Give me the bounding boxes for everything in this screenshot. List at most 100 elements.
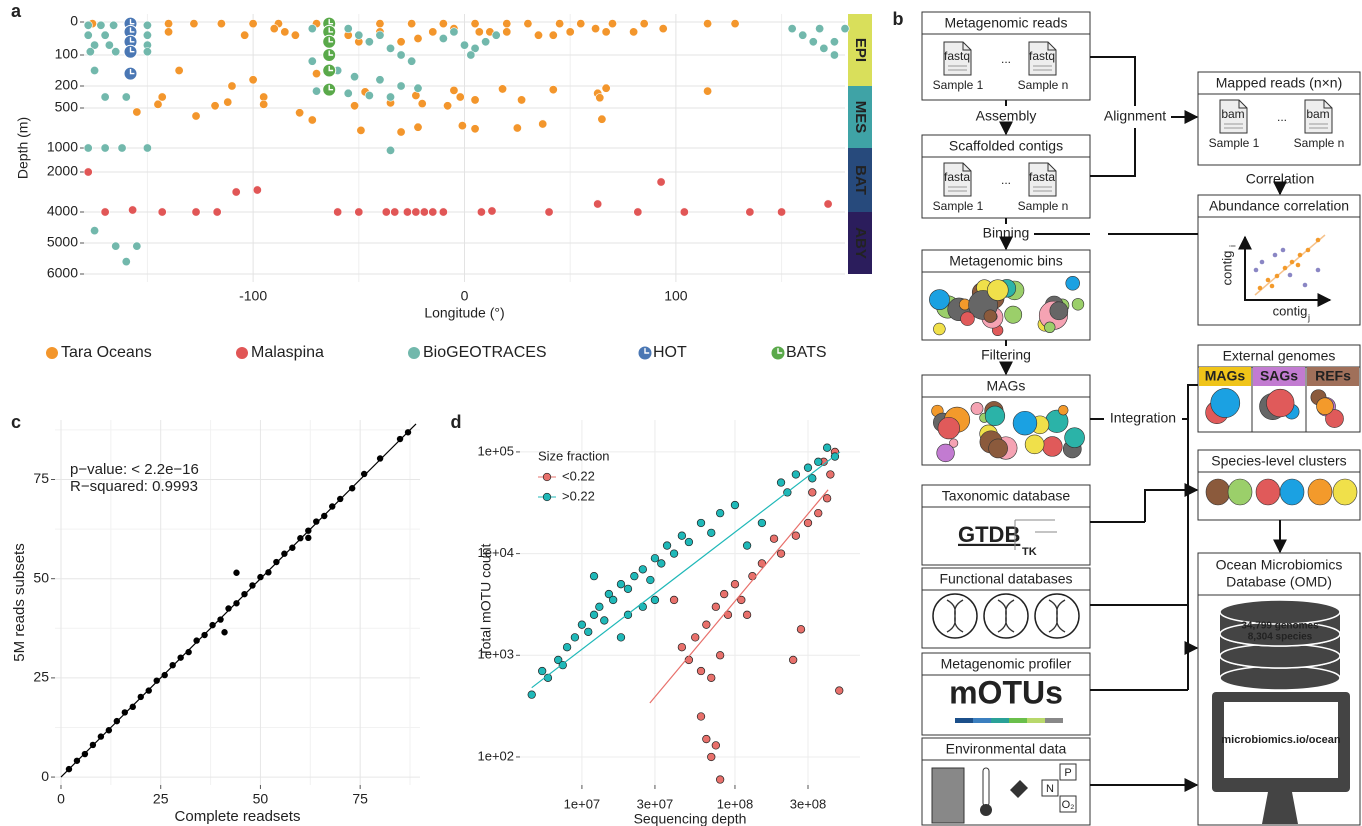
point — [691, 633, 700, 642]
omd-stat: 8,304 species — [1248, 632, 1313, 643]
point — [823, 199, 833, 209]
point — [257, 573, 264, 581]
point — [121, 92, 131, 102]
genome-bubble — [1325, 409, 1344, 428]
box-title: Ocean Microbiomics — [1216, 557, 1343, 573]
mini-point — [1305, 247, 1311, 253]
group-label: REFs — [1315, 368, 1351, 384]
x-tick-label: 0 — [57, 791, 65, 807]
point — [312, 69, 322, 79]
point — [715, 508, 725, 518]
file-type: fastq — [944, 49, 970, 63]
point — [438, 207, 448, 217]
monitor-screen — [1224, 702, 1338, 778]
sample-label: Sample 1 — [1209, 136, 1260, 150]
y-tick-label: 5000 — [47, 234, 78, 250]
point — [248, 75, 258, 85]
box-title: Functional databases — [939, 571, 1072, 587]
point — [83, 167, 93, 177]
genome-bubble — [1064, 427, 1085, 448]
point — [730, 19, 740, 29]
point — [787, 24, 797, 34]
sample-label: Sample n — [1018, 78, 1069, 92]
point — [241, 590, 248, 598]
edge-label: Filtering — [981, 347, 1031, 363]
point — [459, 40, 469, 50]
zone-label: ABY — [852, 227, 869, 259]
file-lines — [948, 65, 967, 71]
point — [554, 655, 563, 665]
point — [145, 687, 152, 694]
x-tick-label: 25 — [153, 791, 169, 807]
point — [769, 534, 779, 543]
point — [289, 544, 296, 551]
element-label: N — [1046, 783, 1054, 795]
annotation: R−squared: 0.9993 — [70, 478, 198, 495]
point — [132, 241, 142, 251]
fit-line — [649, 489, 829, 704]
point — [142, 143, 152, 153]
y-tick-label: 1e+02 — [477, 748, 514, 763]
mini-point — [1302, 282, 1308, 288]
point — [321, 512, 328, 520]
point — [662, 541, 672, 550]
connector — [1187, 384, 1198, 690]
genome-bubble — [1024, 434, 1045, 455]
point — [577, 620, 587, 629]
point — [730, 580, 740, 589]
point — [343, 24, 353, 34]
point — [601, 27, 611, 37]
point — [679, 207, 689, 217]
x-tick-label: 50 — [253, 791, 269, 807]
point — [252, 185, 262, 195]
point — [815, 24, 825, 34]
point — [189, 19, 199, 29]
point — [100, 30, 110, 40]
point — [498, 84, 508, 94]
point — [212, 207, 222, 217]
point — [601, 83, 611, 93]
logo: GTDB — [958, 522, 1020, 547]
point — [562, 643, 572, 652]
sample-label: Sample 1 — [933, 199, 984, 213]
cluster-icon — [1205, 478, 1231, 506]
clock-hands — [328, 27, 334, 33]
logo: TK — [1022, 546, 1037, 558]
mini-point — [1265, 277, 1271, 283]
genome-bubble — [949, 438, 959, 448]
legend-title: Size fraction — [538, 448, 610, 463]
genome-bubble — [987, 279, 1009, 301]
clock-hands — [328, 50, 334, 56]
point — [745, 207, 755, 217]
point — [193, 637, 200, 644]
clock-hands — [328, 85, 334, 91]
point — [791, 531, 801, 540]
genome-bubble — [1012, 410, 1038, 436]
genome-bubble — [1058, 405, 1069, 416]
x-tick-label: -100 — [239, 288, 267, 304]
x-axis-title: Sequencing depth — [634, 811, 747, 826]
sampler-icon — [931, 767, 965, 824]
element-box — [1041, 779, 1059, 797]
clock-hands — [328, 65, 334, 72]
point — [711, 602, 720, 611]
mini-point — [1280, 247, 1286, 253]
point — [814, 508, 823, 518]
x-tick-label: 3e+07 — [637, 796, 674, 811]
genome-bubble — [960, 311, 975, 326]
point — [457, 121, 467, 131]
point — [111, 47, 121, 57]
point — [128, 205, 138, 215]
point — [470, 43, 480, 53]
file-lines — [1309, 123, 1328, 129]
point — [337, 495, 344, 503]
point — [419, 207, 429, 217]
db-disk — [1219, 599, 1341, 625]
point — [404, 429, 412, 436]
legend-label: BioGEOTRACES — [423, 344, 547, 361]
point — [669, 595, 679, 605]
point — [269, 24, 279, 34]
point — [819, 43, 829, 53]
salt-icon — [1010, 780, 1028, 798]
